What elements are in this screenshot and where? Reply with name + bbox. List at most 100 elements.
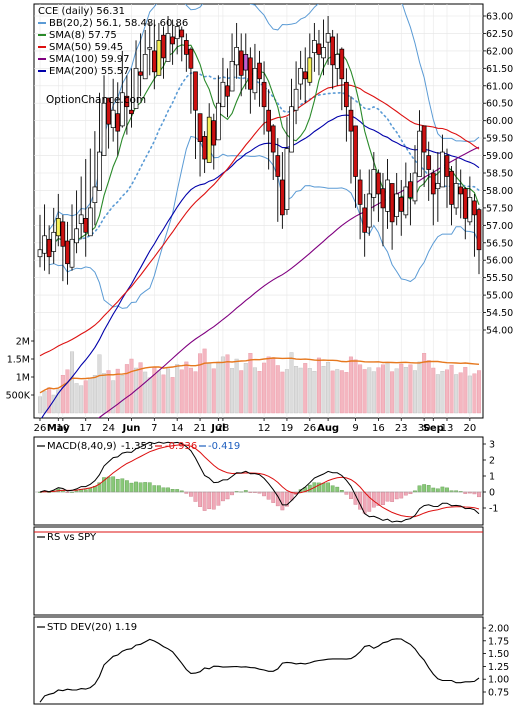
candle-body	[449, 170, 454, 205]
macd-histogram-bar	[280, 491, 285, 511]
volume-bar	[243, 363, 248, 414]
macd-histogram-bar	[202, 491, 207, 511]
x-tick-label: 19	[281, 423, 294, 434]
ema200-line	[41, 114, 480, 418]
std-tick-label: 0.75	[488, 688, 509, 699]
price-tick-label: 54.50	[486, 308, 513, 319]
macd-histogram-bar	[266, 491, 271, 500]
volume-bar	[454, 374, 459, 414]
volume-bar	[211, 368, 216, 414]
volume-bar	[184, 361, 189, 414]
macd-histogram-bar	[417, 485, 422, 493]
macd-histogram-bar	[440, 486, 445, 493]
volume-bar	[339, 370, 344, 414]
candle-body	[316, 43, 322, 55]
volume-bars	[38, 348, 482, 414]
volume-bar	[175, 364, 180, 414]
candle-body	[362, 207, 368, 233]
volume-bar	[42, 391, 47, 414]
volume-bar	[97, 354, 102, 414]
candle-body	[65, 240, 70, 265]
legend-entry: SMA(8) 57.75	[49, 30, 117, 41]
macd-histogram-bar	[394, 491, 399, 500]
macd-tick-label: 1	[489, 472, 495, 483]
candle-body	[229, 61, 235, 92]
legend-entry: EMA(200) 55.57	[49, 66, 129, 77]
macd-histogram-bar	[399, 491, 404, 499]
candle-body	[280, 179, 285, 216]
volume-bar	[394, 368, 399, 414]
candle-body	[142, 54, 148, 80]
volume-bar	[275, 365, 280, 414]
macd-histogram-bar	[426, 485, 431, 493]
candle-body	[435, 183, 441, 190]
x-tick-label: Jun	[121, 423, 140, 434]
price-tick-label: 61.00	[486, 81, 513, 92]
volume-bar	[353, 359, 358, 414]
candle-body	[183, 40, 189, 55]
macd-histogram-bar	[477, 491, 481, 498]
volume-bar	[166, 368, 171, 414]
candle-body	[225, 85, 230, 97]
macd-signal-value: -0.936	[165, 441, 197, 452]
candle-body	[357, 179, 363, 205]
candle-body	[261, 81, 267, 108]
volume-bar	[435, 374, 440, 414]
macd-histogram-bar	[88, 488, 93, 493]
candle-body	[380, 188, 386, 209]
price-tick-label: 62.00	[486, 46, 513, 57]
macd-histogram-bar	[349, 491, 353, 499]
volume-bar	[444, 369, 449, 414]
macd-histogram-bar	[111, 476, 116, 493]
candle-body	[69, 238, 75, 268]
volume-bar	[124, 364, 129, 414]
candle-body	[78, 214, 84, 224]
candle-body	[220, 81, 226, 108]
candle-body	[138, 71, 143, 76]
volume-bar	[225, 354, 230, 414]
candle-body	[151, 50, 157, 73]
volume-bar	[294, 366, 299, 414]
macd-histogram-bar	[120, 478, 125, 493]
candle-body	[37, 249, 43, 258]
volume-bar	[271, 357, 276, 414]
candle-body	[193, 71, 198, 111]
volume-bar	[120, 375, 125, 414]
volume-bar	[449, 364, 454, 414]
volume-tick-label: 1M	[16, 373, 30, 384]
macd-histogram-bar	[326, 482, 330, 493]
x-tick-label: 30	[418, 423, 431, 434]
price-tick-label: 59.50	[486, 134, 513, 145]
candle-body	[458, 186, 464, 195]
candle-body	[51, 231, 57, 252]
candle-body	[206, 116, 212, 163]
volume-tick-label: 1.5M	[7, 355, 30, 366]
volume-bar	[198, 353, 203, 414]
candle-body	[147, 47, 153, 50]
volume-bar	[234, 358, 239, 414]
candle-body	[106, 97, 111, 125]
price-tick-label: 57.50	[486, 203, 513, 214]
rs-label: RS vs SPY	[47, 532, 97, 543]
macd-legend: MACD(8,40,9) -1.353 -0.936 -0.419	[37, 441, 240, 452]
volume-bar	[257, 371, 262, 414]
macd-value: -1.353	[121, 441, 153, 452]
candle-body	[188, 48, 194, 69]
candle-body	[430, 172, 436, 195]
macd-histogram-bar	[435, 488, 440, 493]
candle-body	[197, 113, 203, 142]
volume-bar	[65, 369, 70, 414]
x-tick-label: Jul	[210, 423, 225, 434]
volume-bar	[426, 360, 431, 414]
volume-bar	[316, 357, 321, 414]
candle-body	[55, 218, 61, 237]
volume-bar	[220, 356, 225, 414]
volume-bar	[102, 373, 107, 414]
volume-bar	[79, 385, 84, 414]
candle-body	[248, 57, 253, 90]
macd-histogram-bar	[211, 491, 216, 510]
volume-bar	[143, 371, 148, 414]
volume-bar	[111, 380, 116, 414]
macd-histogram-bar	[175, 489, 180, 493]
